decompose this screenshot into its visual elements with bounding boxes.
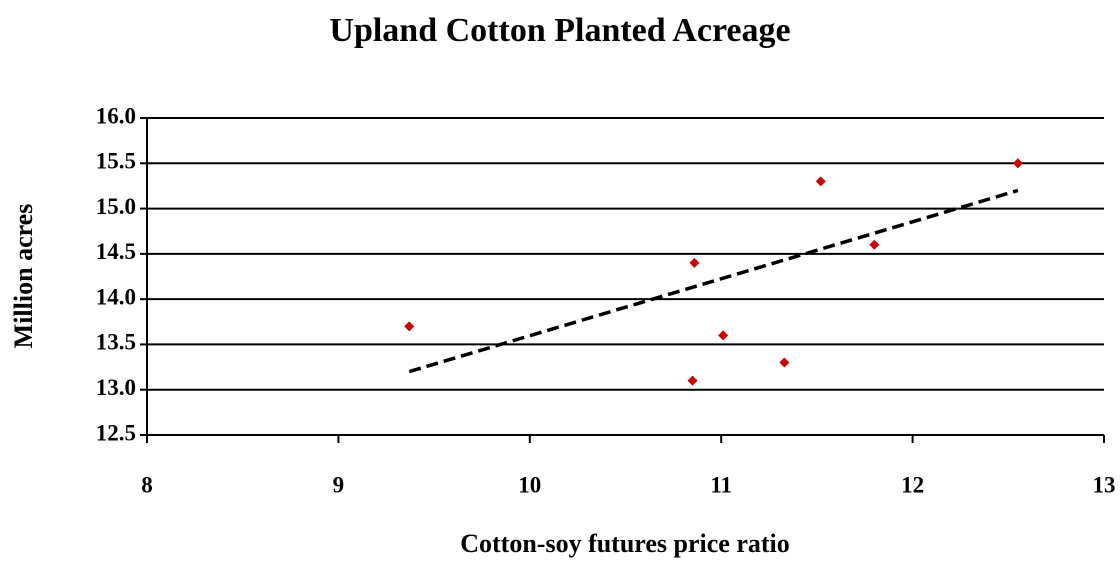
chart-title: Upland Cotton Planted Acreage [329, 12, 790, 49]
scatter-point [718, 330, 729, 341]
x-tick-label: 11 [710, 472, 732, 497]
y-tick-label: 14.0 [96, 284, 136, 309]
y-tick-label: 16.0 [96, 103, 136, 128]
x-tick-label: 8 [141, 472, 153, 497]
y-tick-label: 12.5 [96, 420, 136, 445]
y-tick-label: 13.0 [96, 375, 136, 400]
y-tick-label: 15.5 [96, 149, 136, 174]
scatter-point [687, 375, 698, 386]
scatter-point [779, 357, 790, 368]
scatter-point [404, 321, 415, 332]
trend-line [408, 188, 1019, 374]
x-axis-label: Cotton-soy futures price ratio [460, 529, 790, 558]
scatter-point [869, 239, 880, 250]
y-tick-label: 13.5 [96, 330, 136, 355]
scatter-point [689, 257, 700, 268]
y-tick-label: 15.0 [96, 194, 136, 219]
y-tick-label: 14.5 [96, 239, 136, 264]
scatter-point [1012, 158, 1023, 169]
x-tick-label: 9 [333, 472, 345, 497]
x-tick-label: 13 [1093, 472, 1116, 497]
scatter-point [815, 176, 826, 187]
y-axis-label: Million acres [9, 204, 38, 349]
x-tick-label: 12 [901, 472, 924, 497]
x-tick-label: 10 [518, 472, 541, 497]
